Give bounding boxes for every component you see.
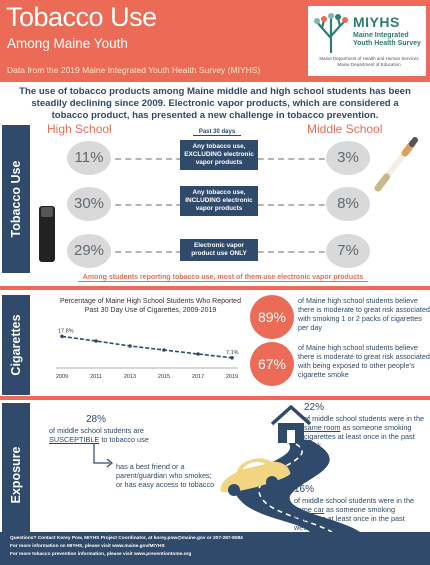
page-subtitle: Among Maine Youth <box>7 36 128 51</box>
hs-pct-including: 30% <box>67 187 111 221</box>
product-label-including: Any tobacco use, INCLUDING electronic va… <box>180 186 258 216</box>
product-label-excluding: Any tobacco use, EXCLUDING electronic va… <box>180 140 258 170</box>
footer: Questions? Contact Korey Pow, MIYHS Proj… <box>0 532 430 565</box>
same-room-pct: 22% <box>304 402 325 413</box>
ms-pct-excluding: 3% <box>326 141 370 175</box>
susceptible-text: of middle school students are SUSCEPTIBL… <box>49 426 149 444</box>
chart-point <box>128 344 132 348</box>
logo-name: MIYHS <box>353 14 400 30</box>
footer-prevention-link[interactable]: For more tobacco prevention information,… <box>10 552 192 557</box>
chart-point <box>162 348 166 352</box>
risk-text-packs: of Maine high school students believe th… <box>298 296 430 332</box>
chart-title: Percentage of Maine High School Students… <box>60 298 241 314</box>
cigarette-icon <box>374 137 418 192</box>
footer-contact: Questions? Contact Korey Pow, MIYHS Proj… <box>10 536 243 541</box>
logo-department: Maine Department of Health and Human Ser… <box>319 56 419 67</box>
section-label-cigarettes: Cigarettes <box>2 295 30 395</box>
arrow-icon <box>93 443 113 468</box>
hs-pct-excluding: 11% <box>67 141 111 175</box>
section-label-tobacco-use: Tobacco Use <box>2 125 30 273</box>
ms-pct-vapor: 7% <box>326 234 370 268</box>
road-icon <box>234 438 360 532</box>
survey-source: Data from the 2019 Maine Integrated Yout… <box>7 65 261 75</box>
page-title: Tobacco Use <box>6 2 157 32</box>
house-icon <box>270 405 312 443</box>
section-label-exposure: Exposure <box>2 403 30 546</box>
risk-pct-packs: 89% <box>250 295 294 339</box>
susceptible-pct: 28% <box>86 414 107 425</box>
product-label-vapor: Electronic vapor product use ONLY <box>180 239 258 261</box>
middle-school-heading: Middle School <box>307 122 383 136</box>
chart-point <box>230 356 234 360</box>
cigarette-trend-chart: 2009 2011 2013 2015 2017 2019 17.8% 7.1% <box>56 328 239 380</box>
chart-x-tick-label: 2009 <box>56 374 68 380</box>
chart-x-tick-label: 2011 <box>90 374 102 380</box>
section-divider <box>0 396 430 400</box>
chart-data-label: 17.8% <box>58 328 74 334</box>
tobacco-note: Among students reporting tobacco use, mo… <box>78 274 368 282</box>
hs-pct-vapor: 29% <box>67 234 111 268</box>
footer-miyhs-link[interactable]: For more information on MIYHS, please vi… <box>10 544 165 549</box>
tree-logo-icon <box>314 13 348 54</box>
ms-pct-including: 8% <box>326 187 370 221</box>
high-school-heading: High School <box>47 122 112 136</box>
chart-data-label: 7.1% <box>226 350 239 356</box>
chart-point <box>60 334 64 339</box>
car-icon <box>220 458 291 496</box>
section-divider <box>0 286 430 290</box>
chart-x-tick-label: 2019 <box>226 374 238 380</box>
risk-pct-exposure: 67% <box>250 342 294 386</box>
vape-pen-icon <box>39 206 55 262</box>
logo-subtitle: Maine Integrated Youth Health Survey <box>353 32 421 47</box>
header-banner: Tobacco Use Among Maine Youth Data from … <box>0 0 430 82</box>
chart-x-tick-label: 2017 <box>192 374 204 380</box>
same-car-pct: 16% <box>294 484 315 495</box>
chart-point <box>94 339 98 343</box>
miyhs-logo: MIYHS Maine Integrated Youth Health Surv… <box>308 6 426 76</box>
intro-paragraph: The use of tobacco products among Maine … <box>19 86 411 121</box>
chart-x-tick-label: 2015 <box>158 374 170 380</box>
same-car-text: of middle school students were in the sa… <box>294 496 415 532</box>
chart-point <box>196 352 200 356</box>
same-room-text: of middle school students were in the sa… <box>304 414 425 450</box>
risk-text-exposure: of Maine high school students believe th… <box>298 343 430 379</box>
chart-x-tick-label: 2013 <box>124 374 136 380</box>
susceptible-criteria: has a best friend or a parent/guardian w… <box>116 462 215 489</box>
chart-series-line <box>61 335 233 359</box>
past-30-days-label: Past 30 days <box>193 129 241 136</box>
